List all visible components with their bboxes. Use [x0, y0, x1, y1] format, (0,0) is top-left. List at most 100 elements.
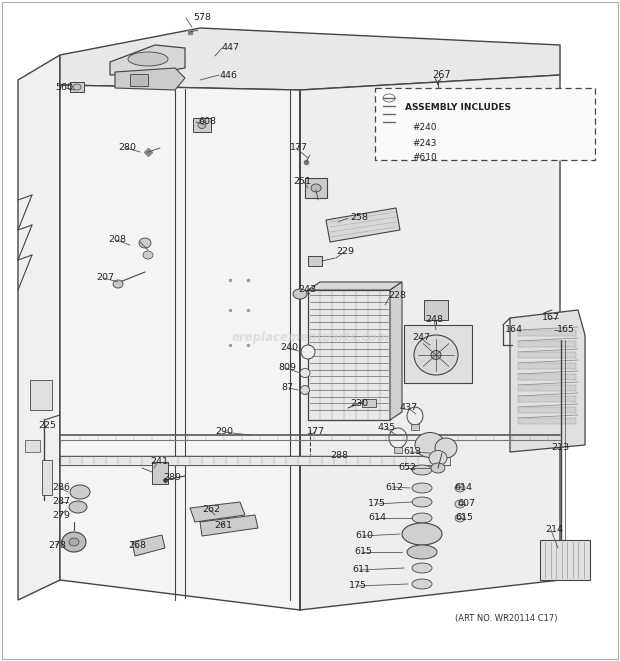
Text: ereplacementparts.com: ereplacementparts.com	[231, 332, 389, 344]
Text: 230: 230	[350, 399, 368, 408]
Text: 437: 437	[400, 403, 418, 412]
Text: 608: 608	[198, 118, 216, 126]
Bar	[411, 424, 419, 430]
Bar	[518, 341, 576, 347]
Text: 446: 446	[219, 71, 237, 79]
Bar	[518, 330, 576, 336]
Ellipse shape	[407, 407, 423, 425]
Text: (ART NO. WR20114 C17): (ART NO. WR20114 C17)	[455, 613, 557, 623]
Text: 167: 167	[542, 313, 560, 323]
Text: 177: 177	[307, 428, 325, 436]
Text: #243: #243	[413, 139, 437, 149]
Bar	[30, 380, 52, 410]
Ellipse shape	[293, 289, 307, 299]
Text: 447: 447	[222, 44, 240, 52]
Text: 610: 610	[355, 531, 373, 541]
Text: 287: 287	[52, 498, 70, 506]
Polygon shape	[200, 515, 258, 536]
Polygon shape	[60, 85, 300, 610]
Bar	[518, 374, 576, 380]
Text: 560: 560	[55, 83, 73, 93]
Ellipse shape	[412, 579, 432, 589]
Polygon shape	[60, 28, 560, 90]
Text: 247: 247	[412, 334, 430, 342]
Ellipse shape	[435, 438, 457, 458]
Bar	[404, 325, 472, 383]
Bar	[518, 407, 576, 413]
Text: #610: #610	[413, 153, 437, 163]
Text: 248: 248	[425, 315, 443, 325]
Text: 213: 213	[551, 444, 569, 453]
Text: 175: 175	[349, 582, 367, 590]
Text: 258: 258	[350, 214, 368, 223]
Text: 614: 614	[454, 483, 472, 492]
Ellipse shape	[412, 497, 432, 507]
Bar	[412, 529, 432, 539]
Text: 578: 578	[193, 13, 211, 22]
Ellipse shape	[389, 428, 407, 448]
Polygon shape	[190, 502, 245, 522]
Text: 228: 228	[388, 292, 406, 301]
Ellipse shape	[455, 484, 465, 492]
Ellipse shape	[412, 465, 432, 475]
Bar	[518, 418, 576, 424]
Bar	[518, 363, 576, 369]
Text: 165: 165	[557, 325, 575, 334]
Polygon shape	[110, 45, 185, 75]
Text: 652: 652	[398, 463, 416, 473]
Text: 289: 289	[163, 473, 181, 483]
Text: 280: 280	[118, 143, 136, 153]
Text: 809: 809	[278, 364, 296, 373]
Ellipse shape	[455, 514, 465, 522]
Ellipse shape	[412, 513, 432, 523]
Polygon shape	[308, 282, 402, 290]
Ellipse shape	[73, 84, 81, 90]
Ellipse shape	[429, 451, 447, 465]
Text: 241: 241	[150, 457, 168, 467]
Bar	[152, 462, 168, 484]
Text: 208: 208	[108, 235, 126, 245]
Ellipse shape	[301, 385, 309, 395]
Ellipse shape	[113, 280, 123, 288]
Text: 262: 262	[202, 506, 220, 514]
Bar	[308, 290, 390, 420]
Text: 267: 267	[432, 70, 451, 80]
Bar	[424, 300, 448, 320]
Text: 207: 207	[96, 274, 114, 282]
Text: 288: 288	[330, 451, 348, 461]
Bar	[25, 440, 40, 452]
Polygon shape	[300, 75, 560, 610]
Ellipse shape	[412, 563, 432, 573]
Text: 611: 611	[352, 566, 370, 574]
Ellipse shape	[62, 532, 86, 552]
Polygon shape	[326, 208, 400, 242]
Ellipse shape	[455, 500, 465, 508]
Polygon shape	[510, 310, 585, 452]
Ellipse shape	[431, 463, 445, 473]
Ellipse shape	[139, 238, 151, 248]
Text: 612: 612	[385, 483, 403, 492]
Bar	[130, 74, 148, 86]
Text: 614: 614	[368, 514, 386, 522]
Bar	[518, 352, 576, 358]
Text: 286: 286	[52, 483, 70, 492]
Bar	[308, 256, 322, 266]
Bar	[518, 396, 576, 402]
Polygon shape	[115, 68, 185, 90]
Ellipse shape	[412, 547, 432, 557]
Text: 229: 229	[336, 247, 354, 256]
Bar	[362, 399, 376, 407]
Text: 261: 261	[214, 522, 232, 531]
Text: 251: 251	[293, 178, 311, 186]
Bar	[394, 447, 402, 453]
Polygon shape	[132, 535, 165, 556]
Bar	[193, 118, 211, 132]
Text: 615: 615	[455, 514, 473, 522]
Text: ASSEMBLY INCLUDES: ASSEMBLY INCLUDES	[405, 104, 511, 112]
Text: 164: 164	[505, 325, 523, 334]
Text: 613: 613	[403, 447, 421, 457]
Ellipse shape	[69, 538, 79, 546]
Text: 175: 175	[368, 500, 386, 508]
Text: 278: 278	[48, 541, 66, 549]
Ellipse shape	[69, 501, 87, 513]
